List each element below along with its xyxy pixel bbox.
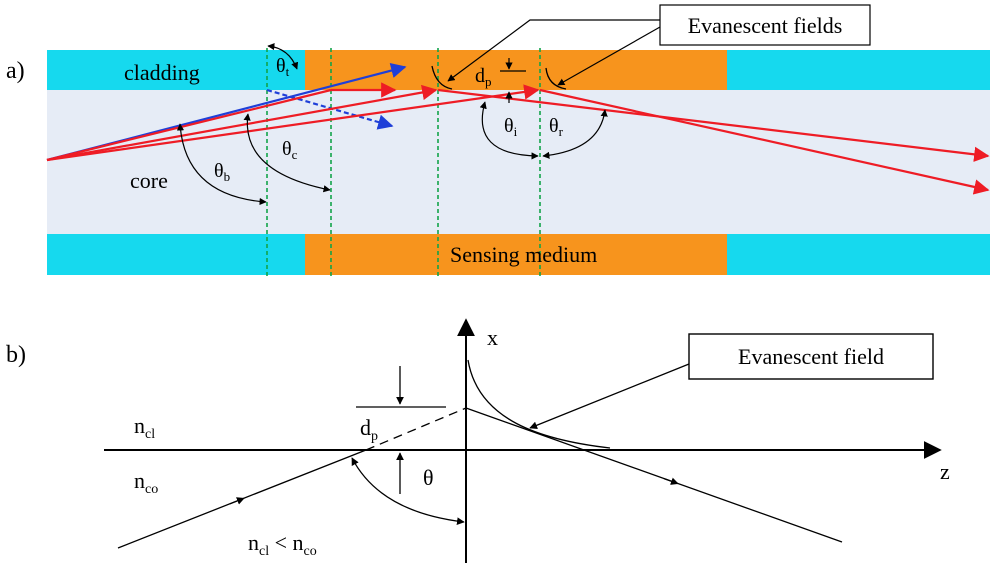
core-region [47, 90, 990, 234]
reflected-ray-arrow [663, 477, 679, 485]
sensing-medium-label: Sensing medium [450, 242, 597, 267]
angle-arcs [176, 43, 608, 206]
evanescent-curve-right [545, 67, 567, 90]
dp-label-b: dp [360, 415, 378, 444]
panel-a: a) cladding core Sensing medium Evanesce… [6, 4, 990, 276]
cladding-label: cladding [124, 60, 200, 85]
n-cl-label: ncl [134, 413, 155, 442]
z-axis-label: z [940, 459, 950, 484]
theta-t-arc [267, 43, 299, 70]
sensing-medium-bottom [305, 234, 727, 275]
panel-b-label: b) [6, 342, 26, 368]
callout-leader-left [447, 19, 660, 82]
callout-leader-b [529, 363, 690, 429]
evanescent-field-box [688, 333, 934, 380]
theta-r-arc [542, 109, 608, 159]
reflected-ray [465, 407, 843, 543]
evanescent-fields-text: Evanescent fields [688, 13, 843, 38]
panel-a-label: a) [6, 58, 25, 84]
sensing-medium-top [305, 50, 727, 90]
theta-label-b: θ [423, 465, 434, 490]
theta-i-label: θi [504, 115, 518, 139]
theta-b-arc [176, 123, 267, 206]
dp-label-a: dp [475, 65, 492, 89]
dashed-extension-left [365, 407, 467, 451]
theta-t-label: θt [276, 55, 290, 79]
evanescent-fields-box [659, 4, 871, 46]
index-condition-label: ncl < nco [248, 530, 317, 559]
panel-b: b) x z Evanescent field θ ncl nco dp ncl… [6, 318, 950, 563]
evanescent-field-text: Evanescent field [738, 344, 884, 369]
evanescent-curve-left [431, 65, 453, 90]
callout-leader-right [557, 26, 661, 86]
theta-arc-b [351, 457, 465, 526]
theta-r-label: θr [549, 115, 564, 139]
red-ray-reflected-2 [539, 88, 990, 195]
theta-c-label: θc [282, 138, 298, 162]
theta-b-label: θb [214, 160, 230, 184]
blue-ray-reflected [266, 88, 394, 130]
theta-i-arc [479, 101, 539, 160]
evanescent-decay-curve [467, 359, 611, 449]
incident-ray-arrow [229, 497, 245, 505]
red-ray-reflected-1 [437, 88, 990, 162]
core-label: core [130, 168, 168, 193]
n-co-label: nco [134, 468, 158, 497]
x-axis-label: x [487, 325, 498, 350]
